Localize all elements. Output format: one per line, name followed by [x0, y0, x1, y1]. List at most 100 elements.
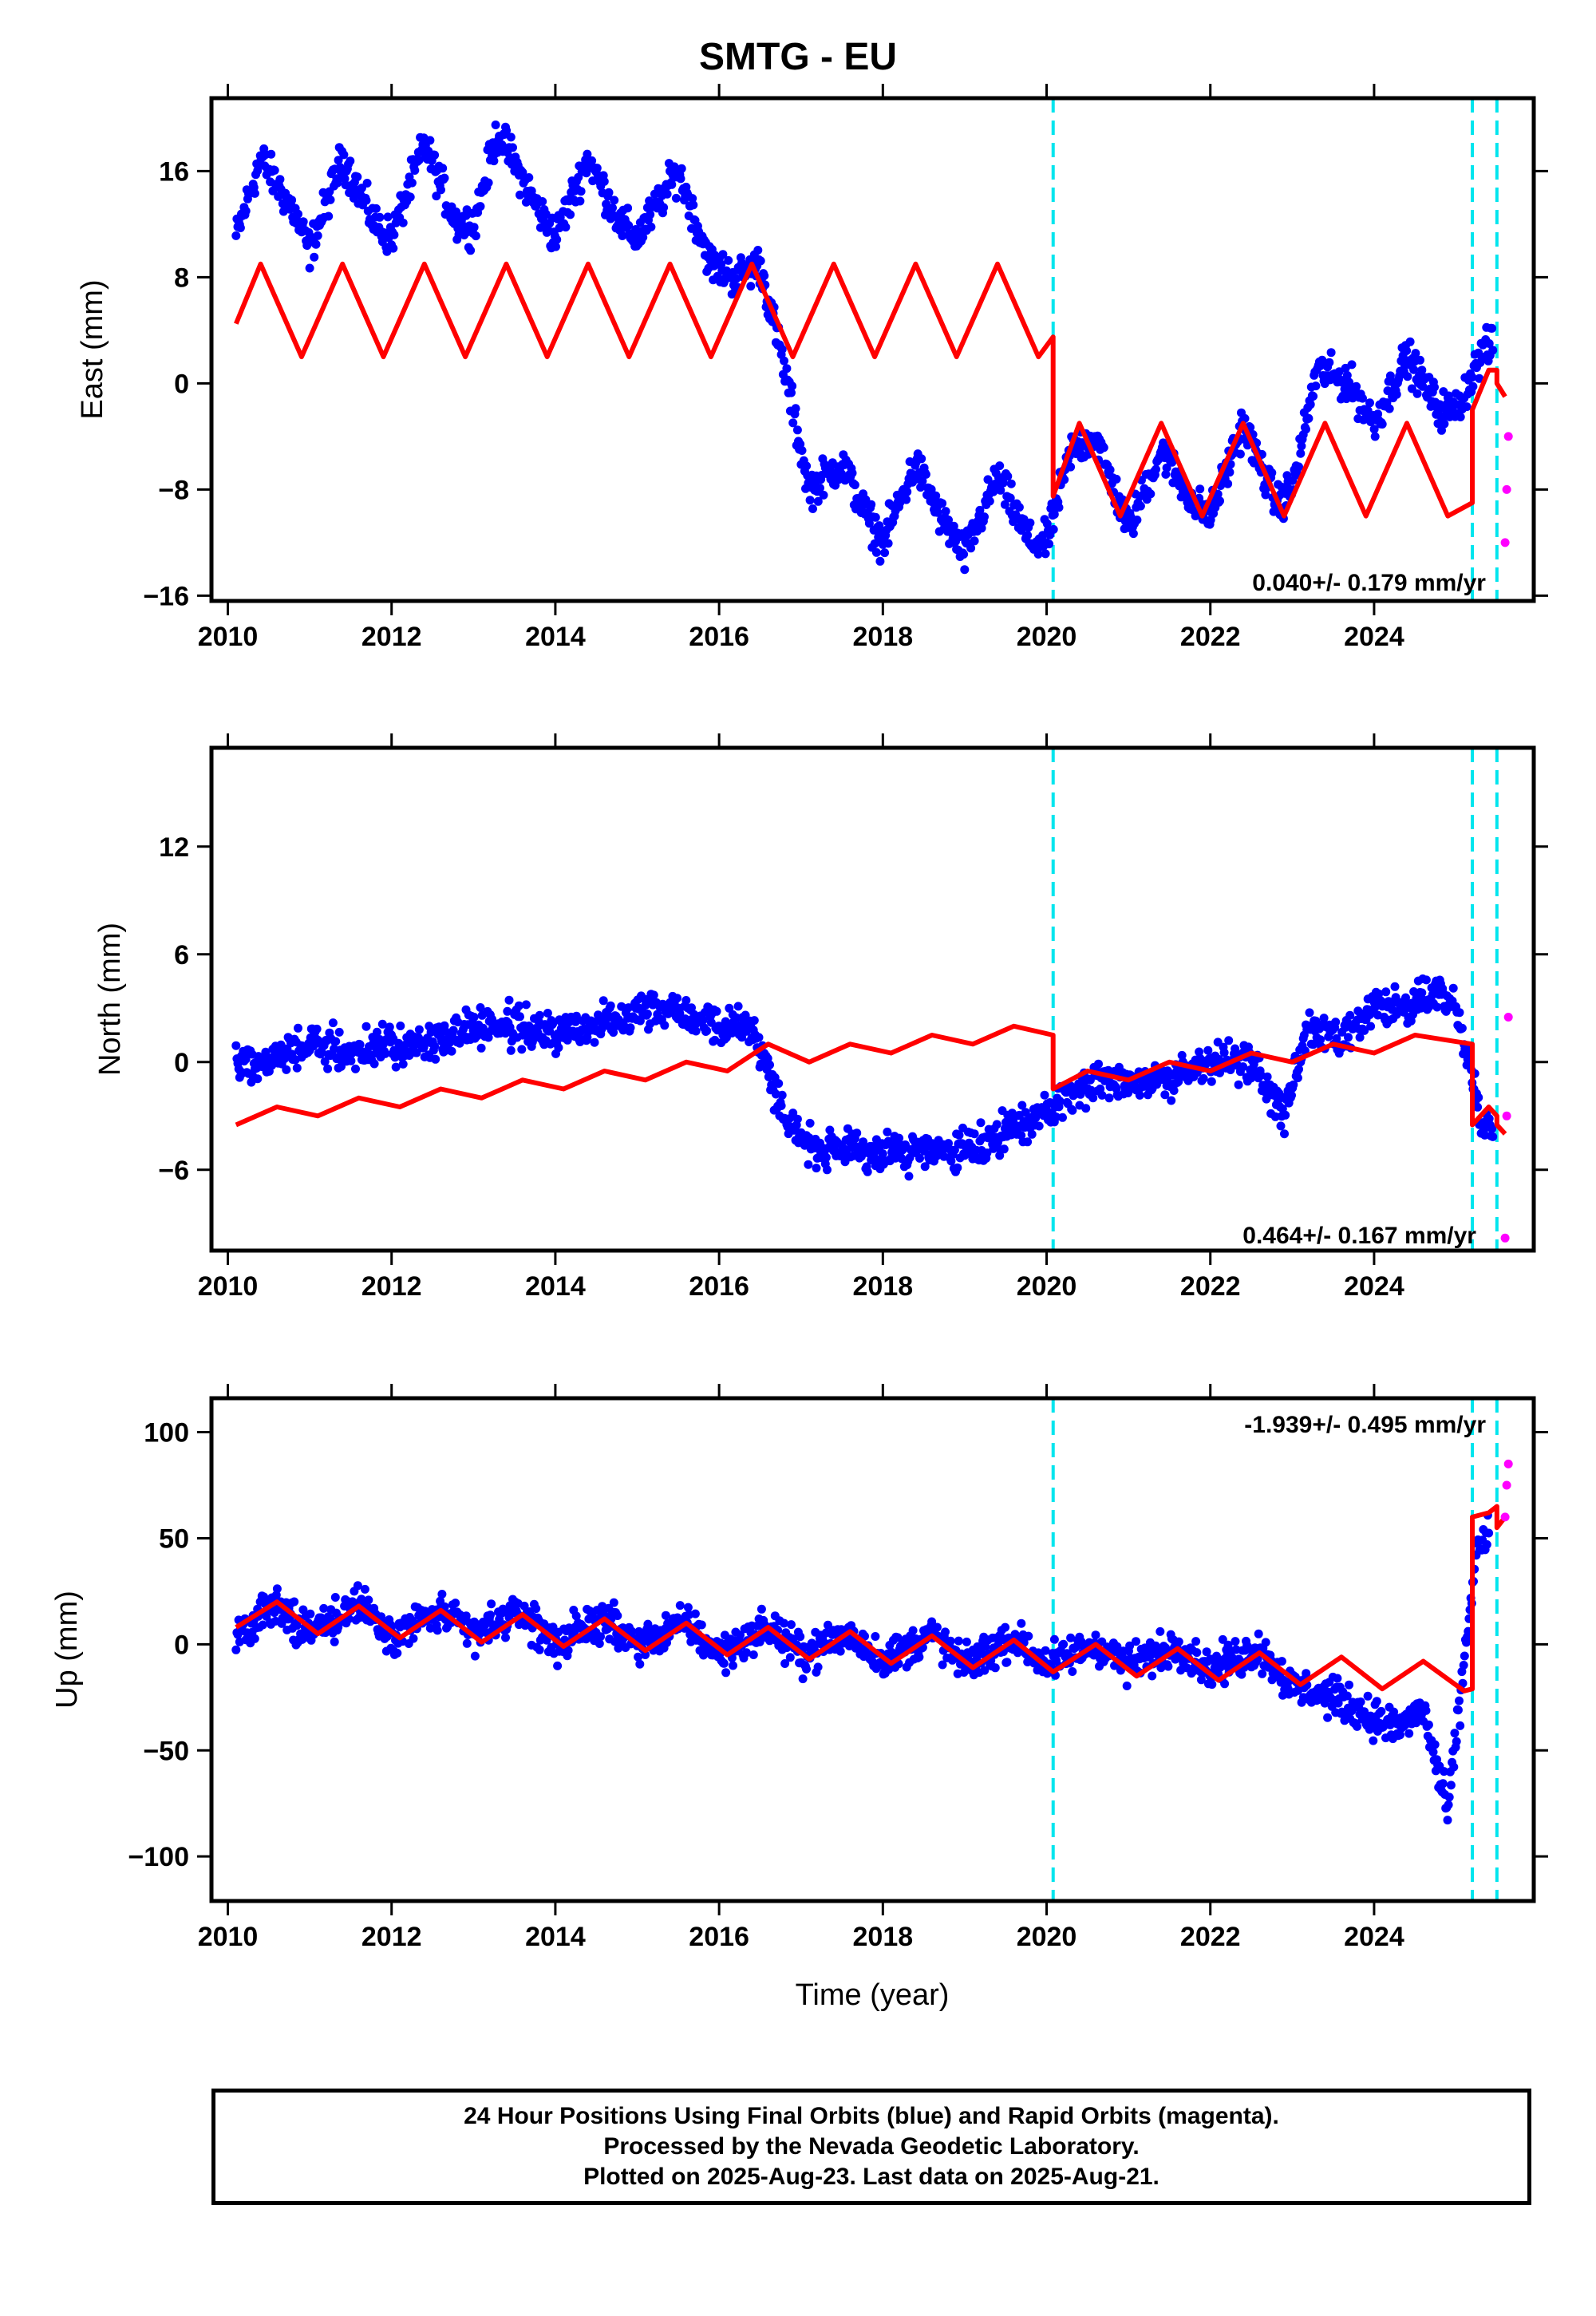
- north-final-point: [1023, 1137, 1033, 1147]
- north-final-point: [712, 1006, 721, 1016]
- up-final-point: [1430, 1740, 1440, 1749]
- up-final-point: [250, 1634, 259, 1643]
- north-final-point: [1058, 1113, 1067, 1122]
- east-final-point: [552, 235, 562, 244]
- north-final-point: [501, 1029, 510, 1038]
- up-final-point: [409, 1634, 418, 1643]
- up-final-point: [1459, 1661, 1468, 1670]
- north-final-point: [1215, 1068, 1224, 1077]
- east-final-point: [880, 548, 890, 558]
- up-final-point: [1091, 1630, 1100, 1640]
- east-final-point: [1342, 370, 1352, 380]
- east-final-point: [718, 250, 728, 259]
- up-final-point: [1237, 1670, 1246, 1679]
- north-final-point: [895, 1133, 904, 1143]
- up-y-axis-label: Up (mm): [50, 1591, 84, 1709]
- east-final-point: [1405, 337, 1415, 346]
- north-final-point: [609, 1028, 618, 1037]
- up-final-point: [1455, 1696, 1464, 1705]
- caption-line-3: Plotted on 2025-Aug-23. Last data on 202…: [583, 2164, 1159, 2190]
- east-tick-layer: 2010 2012 2014 2016 2018 2020 2022 2024 −16 −8 0 8 1…: [143, 84, 1548, 652]
- north-final-point: [1293, 1073, 1302, 1083]
- east-final-point: [1484, 339, 1494, 348]
- north-final-point: [1390, 982, 1400, 991]
- north-data-layer: [231, 748, 1513, 1251]
- north-final-point: [970, 1129, 979, 1139]
- east-final-point: [1392, 389, 1401, 399]
- east-final-point: [375, 212, 385, 222]
- east-final-point: [870, 539, 879, 548]
- east-final-point: [780, 356, 788, 366]
- north-model-line: [235, 1023, 1507, 1136]
- up-final-point: [487, 1599, 496, 1609]
- east-final-point: [407, 178, 417, 188]
- up-final-point: [729, 1661, 737, 1670]
- up-final-point: [1192, 1648, 1202, 1658]
- east-final-point: [1302, 425, 1310, 434]
- east-final-point: [1306, 400, 1315, 409]
- up-final-point: [915, 1652, 924, 1662]
- north-final-point: [543, 1009, 552, 1018]
- east-final-point: [508, 143, 517, 152]
- north-x-tick-label: 2018: [853, 1271, 914, 1302]
- up-final-point: [1122, 1682, 1132, 1690]
- east-final-point: [724, 255, 733, 265]
- up-final-point: [697, 1620, 706, 1630]
- north-final-point: [953, 1163, 962, 1172]
- east-final-point: [787, 388, 796, 397]
- north-final-point: [1234, 1080, 1243, 1089]
- east-final-point: [389, 243, 398, 253]
- east-final-point: [425, 136, 435, 145]
- up-final-point: [613, 1611, 622, 1620]
- north-final-point: [355, 1040, 365, 1049]
- east-rate-label: 0.040+/- 0.179 mm/yr: [1252, 570, 1486, 596]
- east-final-point: [1152, 464, 1160, 474]
- east-y-tick-label: −16: [143, 581, 189, 611]
- north-final-point: [563, 1035, 572, 1045]
- north-final-point: [732, 1013, 741, 1022]
- up-final-point: [675, 1601, 685, 1611]
- east-final-point: [624, 221, 634, 230]
- east-final-point: [756, 256, 765, 266]
- east-x-tick-label: 2016: [689, 622, 749, 652]
- east-final-point: [917, 454, 926, 464]
- east-final-point: [599, 176, 609, 186]
- north-final-point: [1289, 1080, 1298, 1089]
- up-final-point: [272, 1584, 282, 1594]
- north-final-point: [725, 1003, 734, 1013]
- up-y-tick-label: 50: [159, 1524, 189, 1554]
- east-final-point: [1468, 381, 1478, 391]
- up-final-point: [1231, 1637, 1240, 1646]
- north-rapid-point: [1500, 1233, 1510, 1243]
- east-final-point: [551, 242, 560, 251]
- east-final-point: [324, 211, 334, 221]
- north-final-point: [1219, 1048, 1229, 1057]
- north-final-point: [282, 1065, 291, 1074]
- north-x-tick-label: 2014: [525, 1271, 586, 1302]
- east-x-tick-label: 2014: [525, 622, 586, 652]
- east-final-point: [561, 223, 571, 232]
- up-x-tick-label: 2020: [1017, 1922, 1077, 1952]
- north-final-point: [1040, 1090, 1049, 1100]
- up-y-tick-label: −50: [143, 1736, 189, 1766]
- north-final-point: [1017, 1101, 1027, 1110]
- east-final-point: [777, 345, 787, 354]
- up-final-point: [1148, 1671, 1157, 1681]
- up-final-point: [330, 1593, 340, 1602]
- north-final-point: [1027, 1129, 1037, 1139]
- up-final-point: [319, 1603, 329, 1613]
- east-final-point: [1223, 479, 1233, 488]
- north-final-point: [292, 1063, 302, 1073]
- north-x-tick-label: 2024: [1344, 1271, 1404, 1302]
- north-final-point: [440, 1026, 450, 1036]
- north-final-point: [915, 1153, 924, 1163]
- east-final-point: [1042, 519, 1052, 528]
- north-final-point: [792, 1114, 802, 1124]
- up-final-point: [563, 1646, 573, 1655]
- north-final-point: [920, 1162, 930, 1172]
- up-final-point: [1460, 1651, 1469, 1661]
- east-final-point: [677, 164, 686, 173]
- north-final-point: [1316, 1035, 1325, 1045]
- north-final-point: [476, 1043, 486, 1053]
- north-final-point: [598, 996, 608, 1006]
